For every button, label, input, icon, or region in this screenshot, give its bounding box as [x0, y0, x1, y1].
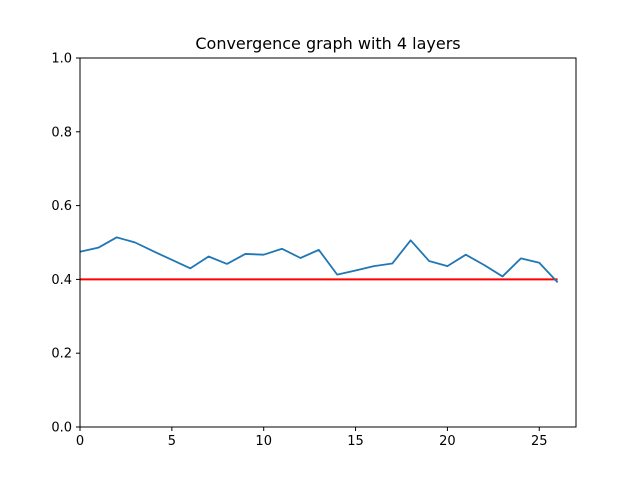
y-tick-label: 0.4 — [51, 273, 72, 288]
plot-area — [79, 236, 559, 283]
x-tick-label: 15 — [347, 434, 364, 449]
plot-frame — [79, 57, 577, 428]
x-tick-label: 10 — [255, 434, 272, 449]
x-tick-label: 5 — [168, 434, 176, 449]
y-tick-label: 0.0 — [51, 421, 72, 436]
x-axis: 0 5 10 15 20 25 — [76, 427, 548, 449]
x-tick-label: 0 — [76, 434, 84, 449]
y-axis: 0.0 0.2 0.4 0.6 0.8 1.0 — [51, 52, 80, 436]
x-tick-label: 25 — [531, 434, 548, 449]
y-tick-label: 0.2 — [51, 347, 72, 362]
y-tick-label: 1.0 — [51, 52, 72, 67]
chart-title: Convergence graph with 4 layers — [195, 34, 460, 53]
x-tick-label: 20 — [439, 434, 456, 449]
y-tick-label: 0.6 — [51, 199, 72, 214]
series-line — [79, 236, 559, 283]
y-tick-label: 0.8 — [51, 125, 72, 140]
